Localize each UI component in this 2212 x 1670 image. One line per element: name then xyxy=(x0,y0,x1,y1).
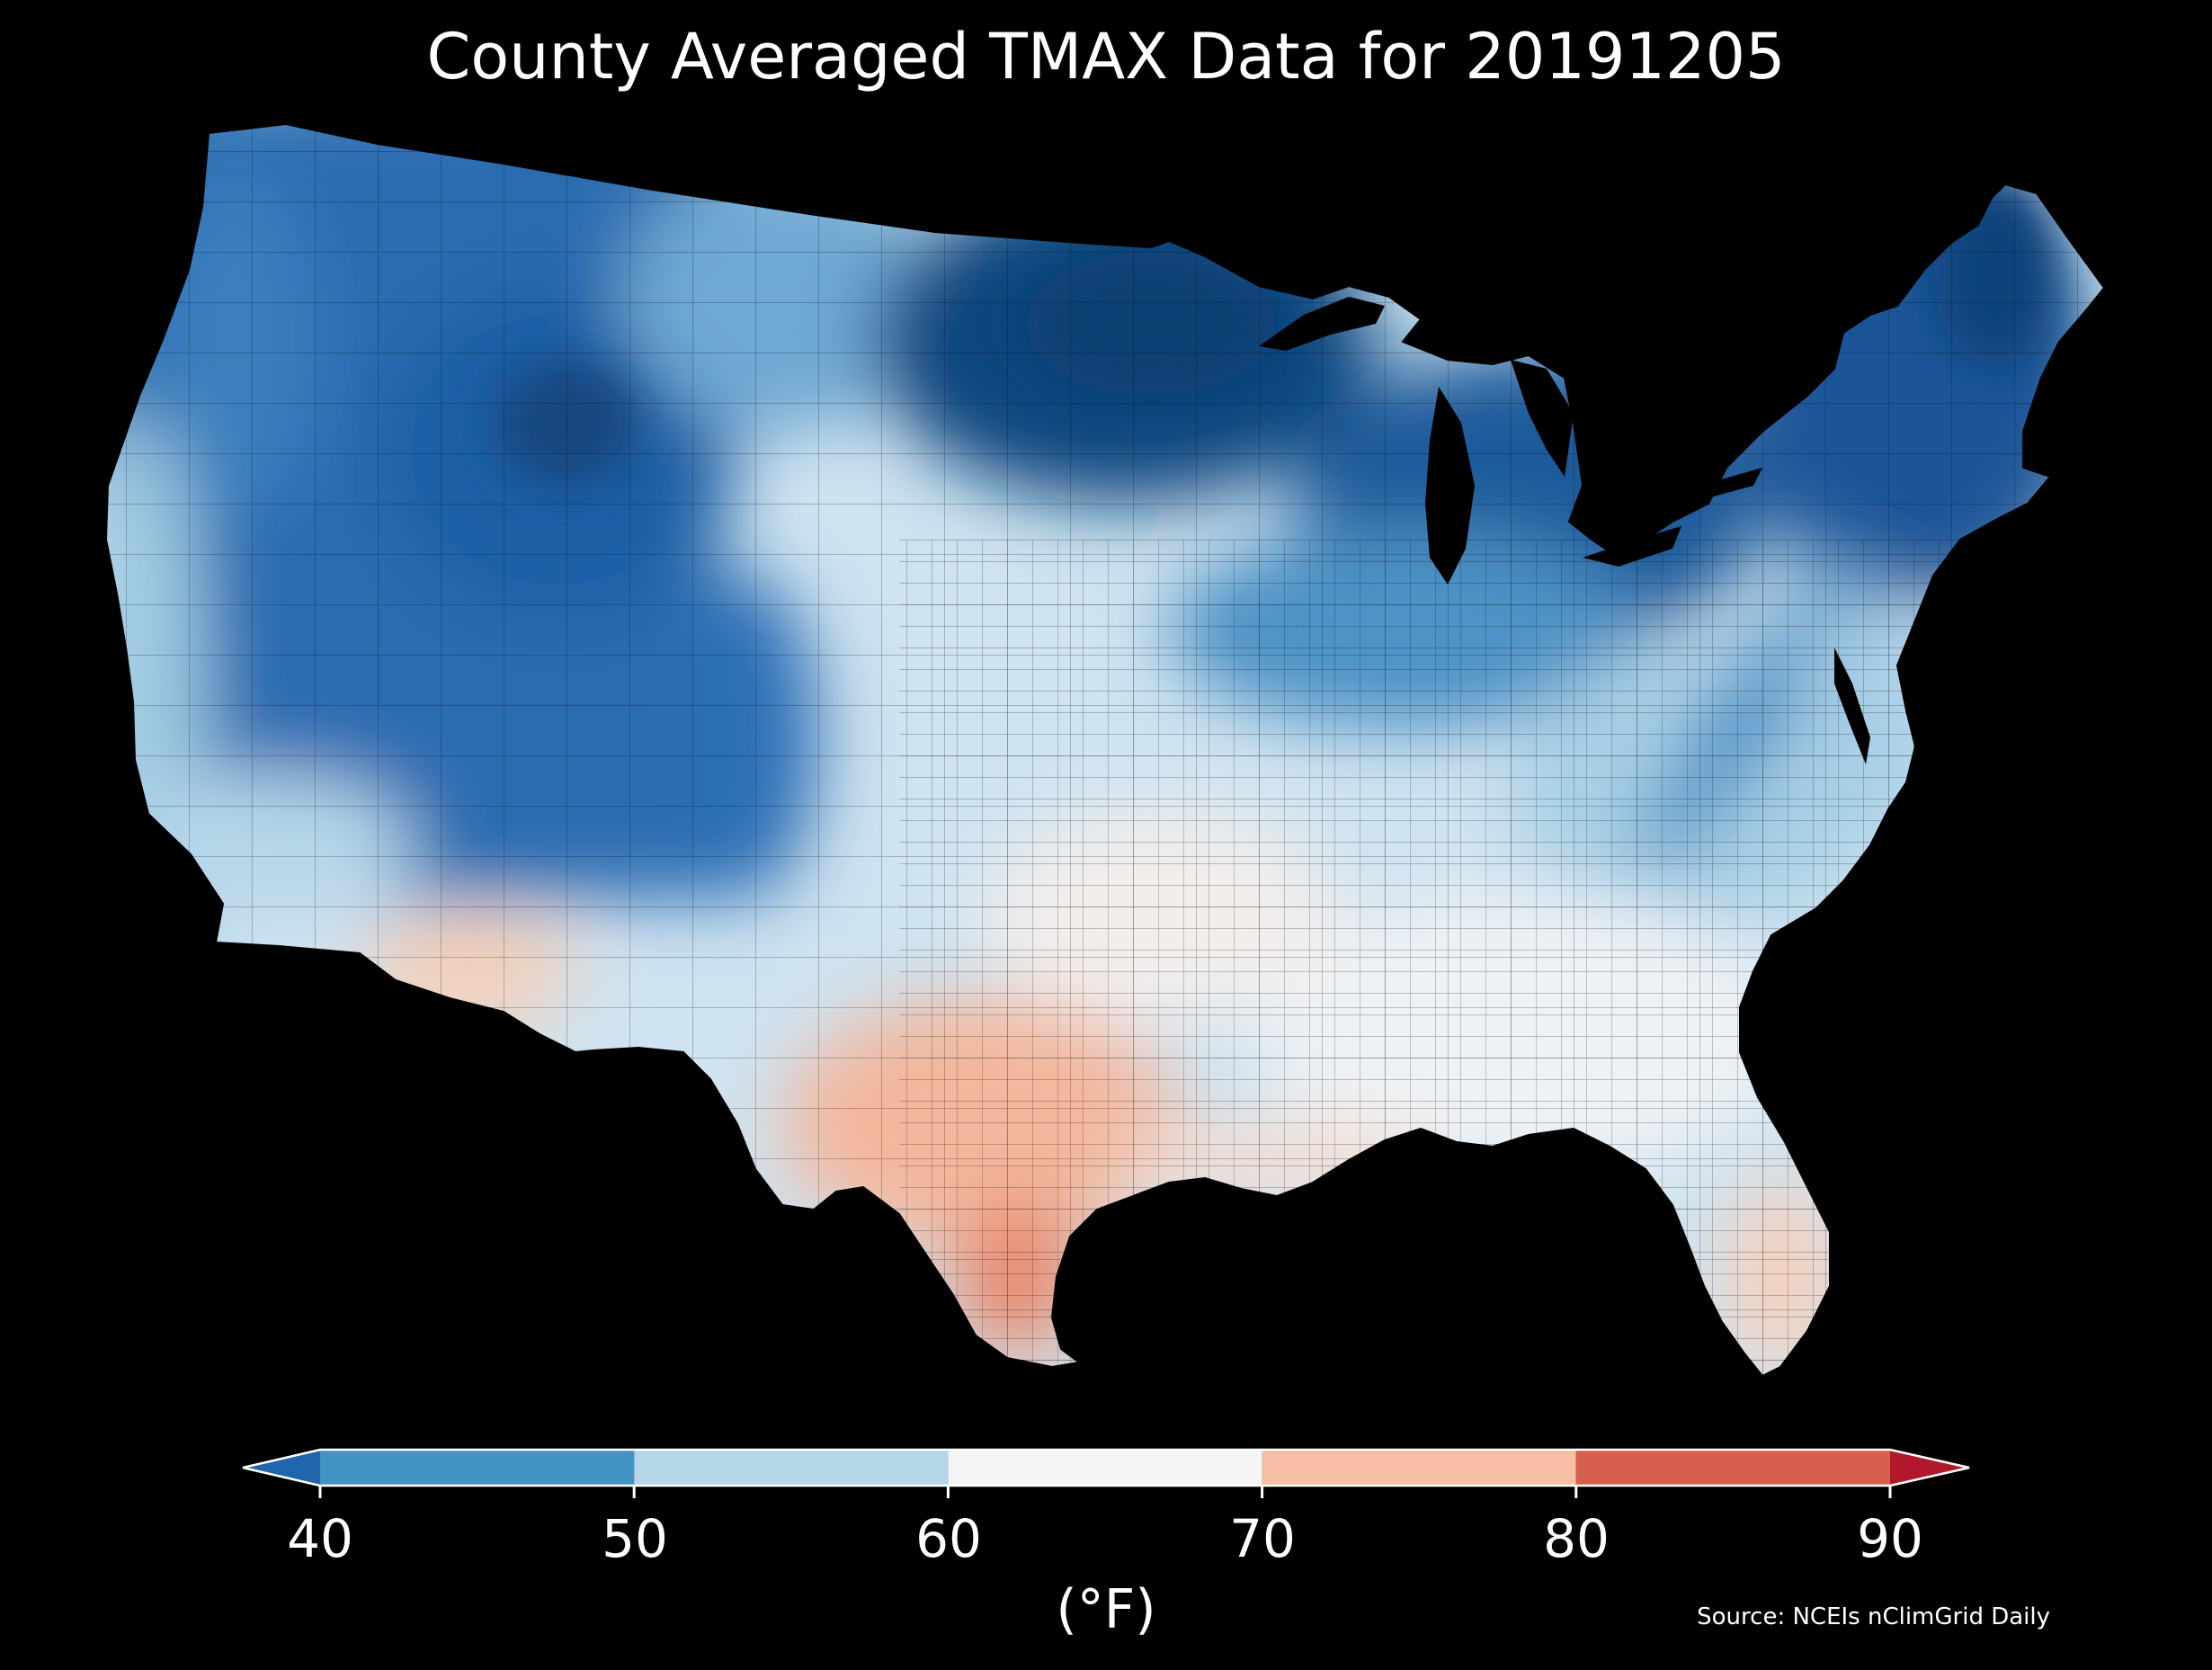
colorbar-unit-label: (°F) xyxy=(1056,1578,1156,1641)
colorbar-ticks xyxy=(318,1486,1892,1498)
lake-erie xyxy=(1583,526,1681,567)
temperature-field xyxy=(106,124,2104,1376)
chesapeake-bay xyxy=(1834,647,1870,764)
lake-superior xyxy=(1259,297,1385,351)
map-area xyxy=(105,123,2105,1377)
chart-title: County Averaged TMAX Data for 20191205 xyxy=(426,20,1786,94)
lake-huron xyxy=(1511,360,1574,477)
us-county-map xyxy=(105,123,2105,1377)
source-note: Source: NCEIs nClimGrid Daily xyxy=(1697,1603,2050,1630)
tick-label-90: 90 xyxy=(1857,1508,1923,1569)
tick-label-80: 80 xyxy=(1543,1508,1610,1569)
lake-michigan xyxy=(1425,387,1475,585)
tick-label-60: 60 xyxy=(915,1508,982,1569)
great-lakes-water xyxy=(1259,297,1870,764)
tick-label-70: 70 xyxy=(1229,1508,1296,1569)
tick-label-50: 50 xyxy=(602,1508,668,1569)
tick-label-40: 40 xyxy=(287,1508,353,1569)
